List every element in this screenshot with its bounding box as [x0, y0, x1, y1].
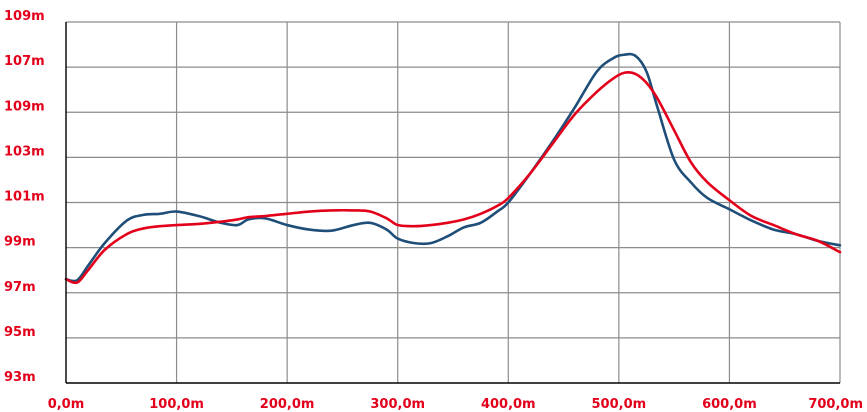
- axis-layer: [65, 22, 840, 384]
- y-tick-label: 109m: [4, 99, 45, 114]
- y-tick-label: 95m: [4, 325, 36, 340]
- series-line-blue: [64, 52, 842, 283]
- y-tick-label: 101m: [4, 190, 45, 205]
- x-tick-label: 200,0m: [260, 397, 315, 412]
- grid-layer: [66, 21, 841, 383]
- y-tick-label: 97m: [4, 280, 36, 295]
- x-tick-label: 300,0m: [370, 397, 425, 412]
- x-tick-label: 100,0m: [149, 397, 204, 412]
- x-tick-label: 0,0m: [48, 397, 85, 412]
- y-tick-label: 99m: [4, 235, 36, 250]
- x-tick-label: 700,0m: [808, 397, 863, 412]
- series-line-red: [64, 71, 842, 285]
- y-tick-label: 107m: [4, 54, 45, 69]
- x-tick-label: 500,0m: [592, 397, 647, 412]
- tick-label-layer: 93m 95m 97m 99m 101m 103m 109m 107m 109m 0,0m 100,…: [4, 9, 863, 412]
- x-tick-label: 600,0m: [702, 397, 757, 412]
- series-layer: [64, 52, 842, 285]
- y-tick-label: 103m: [4, 144, 45, 159]
- y-tick-label: 93m: [4, 370, 36, 385]
- x-tick-label: 400,0m: [481, 397, 536, 412]
- y-tick-label: 109m: [4, 9, 45, 24]
